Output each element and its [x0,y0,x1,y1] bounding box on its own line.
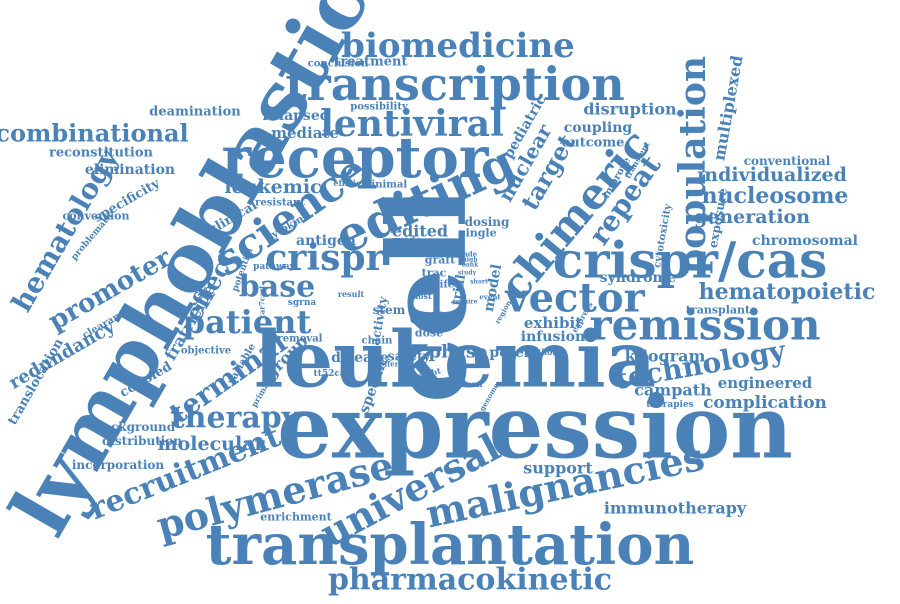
word-conversion: conversion [63,210,130,223]
word-reconstitution: reconstitution [49,146,153,161]
word-molecular: molecular [157,433,265,455]
word-nucleosome: nucleosome [702,183,849,209]
word-treatment: treatment [334,55,407,70]
word-objective: objective [181,346,231,357]
word-trac: trac [422,267,447,280]
word-stem: stem [373,303,406,317]
word-resistant: resistant [255,198,305,209]
word-edited: edited [392,222,448,241]
word-trial: trial [449,273,469,306]
word-tt52car: tt52car [314,369,351,379]
word-background: background [95,420,176,434]
word-lentiviral: lentiviral [320,103,504,145]
word-crispr-cas: crispr/cas [553,231,828,290]
word-car7cart: car7cart [258,285,267,319]
word-short: short [470,279,488,286]
word-enrichment: enrichment [260,511,332,524]
word-phase: phase [429,342,488,363]
word-biomedicine: biomedicine [341,26,575,66]
word-chain: chain [362,336,394,347]
word-child: child [410,309,455,328]
word-generation: generation [694,206,810,228]
word-possibility: possibility [350,102,409,113]
word-exhibit: exhibit [524,314,582,332]
word-transcription: transcription [285,57,624,111]
word-syndrome: syndrome [600,270,677,286]
word-minimal: minimal [361,180,408,191]
word-sgrna: sgrna [288,298,317,308]
word-potent: potent [489,345,541,361]
word-immunotherapy: immunotherapy [604,499,747,518]
word-expression: expression [277,378,793,479]
word-result: result [338,289,365,299]
word-grade: grade [455,250,478,259]
word-hematopoietic: hematopoietic [699,279,876,305]
word-campath: campath [634,381,712,400]
word-pharmacokinetic: pharmacokinetic [328,563,612,598]
word-dosing: dosing [465,215,510,229]
word-base: base [239,270,315,305]
word-kilogram: kilogram [625,347,706,366]
word-require: require [453,299,478,306]
word-disease: disease [331,350,389,366]
word-chromosomal: chromosomal [752,233,858,249]
word-mediate: mediate [271,124,339,142]
word-combinational: combinational [0,119,189,148]
word-safety: safety [387,350,431,365]
word-removal: removal [278,334,323,345]
word-outcome: outcome [562,136,625,151]
word-transplantation: transplantation [206,512,695,578]
word-dose: dose [415,327,443,340]
word-coupling: coupling [564,120,633,136]
word-complication: complication [703,393,827,413]
word-relapsed: relapsed [262,108,329,124]
word-efficient: efficient [333,178,371,188]
word-infusion: infusion [521,329,585,345]
word-conclusion: conclusion [308,59,369,70]
word-guide: guide [390,236,421,247]
word-receptor: receptor [222,125,490,191]
word-bank: bank [462,262,479,269]
word-vector: vector [504,275,645,322]
word-antigen: antigen [296,233,356,249]
word-transplant: transplant [686,304,751,317]
word-conventional: conventional [744,154,831,168]
word-distribution: distribution [102,434,182,448]
word-life: life [436,280,454,291]
word-incorporation: incorporation [72,458,165,472]
word-single: single [459,227,496,240]
word-population: population [672,56,714,274]
word-linear: linear [417,239,451,250]
word-pathway: pathway [253,262,295,272]
word-elimination: elimination [85,162,175,178]
word-offer: offer [380,360,399,369]
word-individualized: individualized [697,164,847,186]
word-study: study [458,270,477,277]
word-deamination: deamination [149,105,241,120]
word-high: high [462,257,478,264]
word-leukemic: leukemic [224,176,321,198]
word-leukemia: leukemia [254,315,656,406]
word-crispr: crispr [266,237,386,279]
word-patient: patient [183,303,312,341]
word-method: method [524,347,558,357]
word-disruption: disruption [583,100,677,119]
word-multiplexed: multiplexed [709,54,746,162]
word-engineered: engineered [718,374,813,392]
word-event: event [479,293,501,302]
word-host: host [412,291,432,301]
word-cell: cell [365,187,491,404]
word-therapies: therapies [646,400,694,410]
word-remission: remission [589,301,820,350]
word-graft: graft [425,254,456,267]
word-therapy: therapy [171,401,301,436]
word-human: human [451,379,482,389]
word-support: support [523,459,593,478]
